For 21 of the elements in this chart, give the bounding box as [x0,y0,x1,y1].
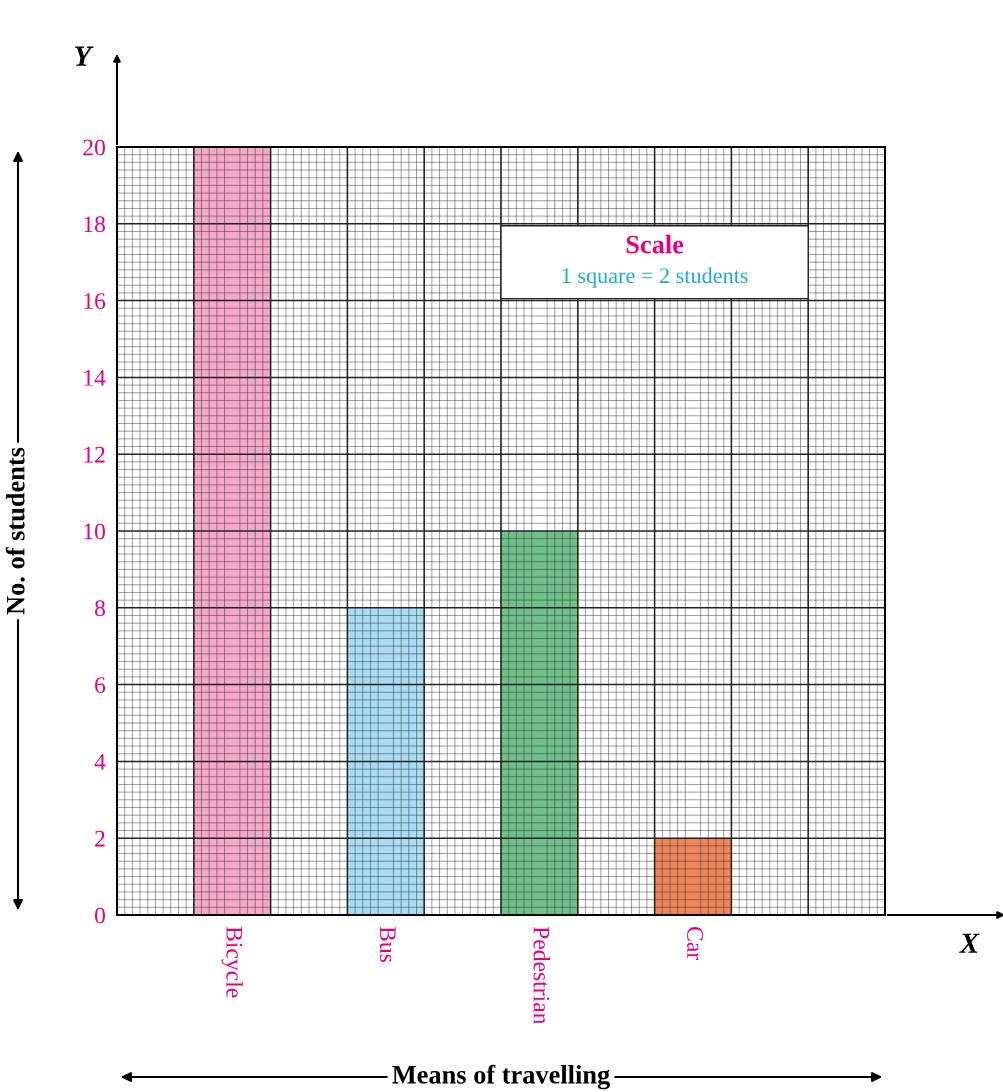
annotation: 1 square = 2 students [562,267,748,288]
y-tick-label: 12 [84,446,105,463]
y-tick-label: 14 [84,370,106,386]
y-tick-label: 18 [84,216,105,233]
x-tick-label: Car [687,927,703,960]
y-tick-label: 6 [95,677,106,694]
y-tick-label: 2 [95,830,105,847]
x-tick-label: Pedestrian [533,926,551,1025]
x-tick-label: Bicycle [221,926,243,998]
text: Y [75,46,94,66]
x-tick-label: Bus [379,926,396,962]
x-axis-title: Means of travelling [392,1064,610,1090]
y-tick-label: 10 [84,523,105,540]
y-tick-label: 20 [83,139,105,156]
text: X [959,933,980,953]
y-tick-label: 8 [94,600,105,617]
annotation: Scale [626,234,684,254]
y-tick-label: 0 [94,907,105,924]
y-tick-label: 4 [94,754,106,770]
y-axis-title: No. of students [5,447,25,615]
y-tick-label: 16 [84,293,106,310]
